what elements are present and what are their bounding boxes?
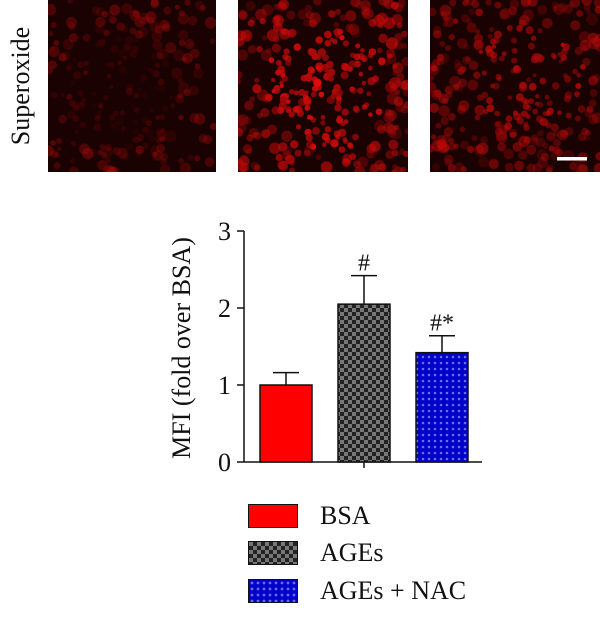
legend-swatch-ages-nac <box>248 579 298 603</box>
row-label: Superoxide <box>2 0 40 172</box>
error-bar-1 <box>273 371 299 385</box>
bar-2 <box>337 303 391 463</box>
bar-chart: MFI (fold over BSA) 0 1 2 3 # #* <box>167 217 482 477</box>
y-axis-label: MFI (fold over BSA) <box>167 237 196 459</box>
significance-label-2: # <box>358 251 370 277</box>
row-label-text: Superoxide <box>6 26 36 146</box>
significance-label-3: #* <box>430 311 454 337</box>
legend-label-ages-nac: AGEs + NAC <box>320 576 467 605</box>
scale-bar <box>557 157 587 161</box>
micrograph-bsa-image <box>48 0 216 172</box>
legend-swatch-bsa <box>248 504 298 528</box>
bar-1 <box>259 384 313 463</box>
y-tick-label: 3 <box>218 217 231 246</box>
micrograph-ages-nac-image <box>430 0 600 172</box>
micrograph-ages-nac <box>430 0 600 172</box>
micrograph-ages <box>238 0 408 172</box>
micrograph-bsa <box>48 0 216 172</box>
y-tick-label: 1 <box>218 371 231 400</box>
bar-3 <box>415 351 469 463</box>
legend-swatch-ages <box>248 541 298 565</box>
y-tick-label: 0 <box>218 448 231 477</box>
y-tick-label: 2 <box>218 294 231 323</box>
legend-label-ages: AGEs <box>320 538 384 567</box>
error-bar-3 <box>429 334 455 353</box>
error-bar-2 <box>351 274 377 305</box>
legend-label-bsa: BSA <box>320 501 371 530</box>
micrograph-ages-image <box>238 0 408 172</box>
